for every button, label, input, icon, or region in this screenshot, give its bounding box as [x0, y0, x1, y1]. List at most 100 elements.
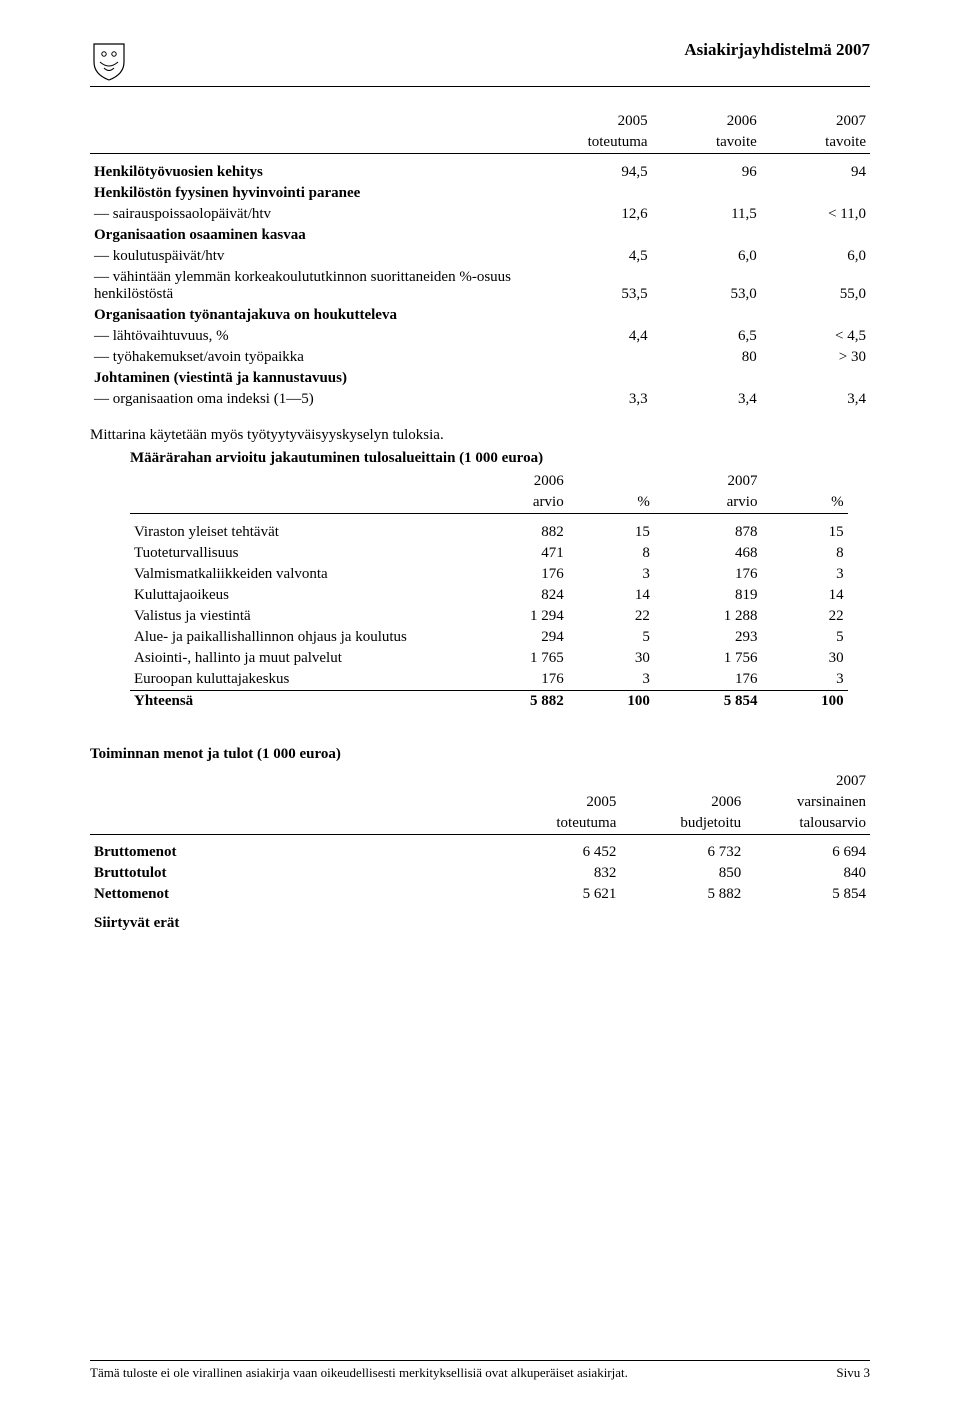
table-total-row: Yhteensä 5 882 100 5 854 100	[130, 690, 848, 712]
row-label: — lähtövaihtuvuus, %	[90, 326, 542, 347]
row-label: — sairauspoissaolopäivät/htv	[90, 204, 542, 225]
cell: 176	[654, 669, 762, 691]
cell: 96	[652, 162, 761, 183]
table-row: Asiointi-, hallinto ja muut palvelut 1 7…	[130, 648, 848, 669]
col-subheader: arvio	[654, 492, 762, 514]
cell: 100	[568, 690, 654, 712]
row-label: Tuoteturvallisuus	[130, 543, 460, 564]
cell: 15	[568, 522, 654, 543]
table-row: Valmismatkaliikkeiden valvonta 176 3 176…	[130, 564, 848, 585]
table-row: Johtaminen (viestintä ja kannustavuus)	[90, 368, 870, 389]
col-header: 2007	[745, 771, 870, 792]
table-row: Bruttomenot 6 452 6 732 6 694	[90, 842, 870, 863]
cell: 100	[761, 690, 847, 712]
cell: 5 621	[496, 884, 621, 905]
cell: 22	[761, 606, 847, 627]
col-subheader: %	[568, 492, 654, 514]
row-label: Valmismatkaliikkeiden valvonta	[130, 564, 460, 585]
table-row: Valistus ja viestintä 1 294 22 1 288 22	[130, 606, 848, 627]
col-header: 2006	[652, 111, 761, 132]
cell: 3	[761, 564, 847, 585]
table-row: Henkilöstön fyysinen hyvinvointi paranee	[90, 183, 870, 204]
table2-title: Määrärahan arvioitu jakautuminen tulosal…	[130, 450, 870, 467]
cell: 3,4	[761, 389, 870, 410]
row-label: Euroopan kuluttajakeskus	[130, 669, 460, 691]
cell: 3	[568, 669, 654, 691]
cell: 53,0	[652, 267, 761, 305]
indicators-table: 2005 2006 2007 toteutuma tavoite tavoite…	[90, 111, 870, 410]
col-header: 2006	[460, 471, 568, 492]
cell: 6,0	[761, 246, 870, 267]
cell: 5 882	[460, 690, 568, 712]
table-header-row: 2005 2006 2007	[90, 111, 870, 132]
cell: 5	[761, 627, 847, 648]
col-header: 2007	[761, 111, 870, 132]
cell: 6,5	[652, 326, 761, 347]
cell: 6 732	[620, 842, 745, 863]
row-label: Siirtyvät erät	[90, 913, 496, 934]
row-label: Johtaminen (viestintä ja kannustavuus)	[90, 368, 542, 389]
cell: 94,5	[542, 162, 651, 183]
row-label: — organisaation oma indeksi (1—5)	[90, 389, 542, 410]
row-label: Yhteensä	[130, 690, 460, 712]
page-number: Sivu 3	[836, 1365, 870, 1381]
table-row: Organisaation osaaminen kasvaa	[90, 225, 870, 246]
cell: 824	[460, 585, 568, 606]
col-subheader: budjetoitu	[620, 813, 745, 835]
page: Asiakirjayhdistelmä 2007 2005 2006 2007 …	[0, 0, 960, 1405]
cell: 471	[460, 543, 568, 564]
col-subheader: arvio	[460, 492, 568, 514]
cell: 176	[460, 669, 568, 691]
cell: 840	[745, 863, 870, 884]
row-label: Viraston yleiset tehtävät	[130, 522, 460, 543]
cell: 850	[620, 863, 745, 884]
col-subheader: toteutuma	[542, 132, 651, 154]
row-label: Bruttomenot	[90, 842, 496, 863]
footer-disclaimer: Tämä tuloste ei ole virallinen asiakirja…	[90, 1365, 628, 1381]
cell: 5 854	[654, 690, 762, 712]
cell: 6 452	[496, 842, 621, 863]
cell: 293	[654, 627, 762, 648]
table-row: Viraston yleiset tehtävät 882 15 878 15	[130, 522, 848, 543]
table3-title: Toiminnan menot ja tulot (1 000 euroa)	[90, 746, 870, 763]
col-subheader: tavoite	[761, 132, 870, 154]
cell: 30	[761, 648, 847, 669]
cell: 4,5	[542, 246, 651, 267]
cell: 1 288	[654, 606, 762, 627]
col-header: 2005	[496, 792, 621, 813]
cell: 3,3	[542, 389, 651, 410]
table-header-row: 2006 2007	[130, 471, 848, 492]
row-label: Valistus ja viestintä	[130, 606, 460, 627]
table-header-row: 2005 2006 varsinainen	[90, 792, 870, 813]
row-label: Organisaation työnantajakuva on houkutte…	[90, 305, 542, 326]
table-header-row: toteutuma budjetoitu talousarvio	[90, 813, 870, 835]
cell: 8	[761, 543, 847, 564]
col-subheader: %	[761, 492, 847, 514]
col-subheader: toteutuma	[496, 813, 621, 835]
cell	[542, 347, 651, 368]
cell: 882	[460, 522, 568, 543]
col-header: varsinainen	[745, 792, 870, 813]
cell: 15	[761, 522, 847, 543]
cell: 14	[568, 585, 654, 606]
cell: 53,5	[542, 267, 651, 305]
cell: 5 854	[745, 884, 870, 905]
row-label: Henkilöstön fyysinen hyvinvointi paranee	[90, 183, 542, 204]
row-label: Organisaation osaaminen kasvaa	[90, 225, 542, 246]
table-row: — organisaation oma indeksi (1—5) 3,3 3,…	[90, 389, 870, 410]
cell: 5	[568, 627, 654, 648]
cell: < 4,5	[761, 326, 870, 347]
page-header: Asiakirjayhdistelmä 2007	[90, 40, 870, 87]
table-row: Alue- ja paikallishallinnon ohjaus ja ko…	[130, 627, 848, 648]
cell: 94	[761, 162, 870, 183]
income-expense-table: 2007 2005 2006 varsinainen toteutuma bud…	[90, 771, 870, 935]
row-label: Bruttotulot	[90, 863, 496, 884]
col-header: 2005	[542, 111, 651, 132]
cell: 6,0	[652, 246, 761, 267]
cell: 80	[652, 347, 761, 368]
cell: 4,4	[542, 326, 651, 347]
table-row: Organisaation työnantajakuva on houkutte…	[90, 305, 870, 326]
cell: 14	[761, 585, 847, 606]
cell: 294	[460, 627, 568, 648]
table-row: — lähtövaihtuvuus, % 4,4 6,5 < 4,5	[90, 326, 870, 347]
